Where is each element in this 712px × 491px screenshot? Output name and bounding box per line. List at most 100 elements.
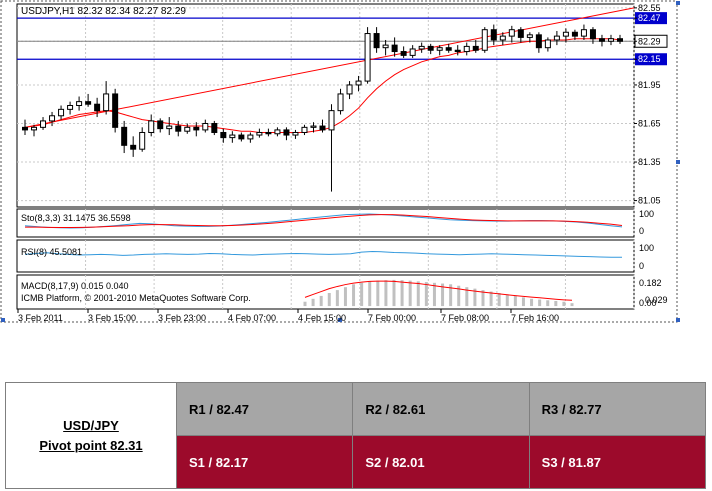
candle-body: [346, 84, 353, 95]
candle-body: [238, 134, 245, 140]
candle-body: [418, 45, 425, 50]
instrument-name: USD/JPY: [63, 417, 119, 433]
time-tick-label: 3 Feb 23:00: [158, 313, 206, 323]
candle-body: [607, 38, 614, 42]
candle-body: [355, 80, 362, 86]
stoch-tick-bottom: 0: [639, 226, 644, 236]
candle-body: [373, 33, 380, 49]
resize-handle[interactable]: [676, 160, 680, 164]
candle-body: [589, 29, 596, 40]
candle-body: [544, 39, 551, 49]
stoch-signal-line: [25, 214, 623, 229]
stoch-tick-top: 100: [639, 209, 654, 219]
resize-handle[interactable]: [676, 1, 680, 5]
candle-body: [454, 49, 461, 53]
candle-body: [562, 31, 569, 37]
s1-cell: S1 / 82.17: [175, 435, 354, 489]
candle-body: [490, 29, 497, 41]
candle-body: [445, 47, 452, 51]
candle-body: [553, 35, 560, 41]
candle-body: [85, 101, 92, 105]
candle-body: [535, 34, 542, 49]
candle-body: [409, 48, 416, 56]
time-tick-label: 4 Feb 15:00: [298, 313, 346, 323]
candle-body: [617, 38, 623, 42]
time-axis: 3 Feb 2011 3 Feb 15:00 3 Feb 23:00 4 Feb 07…: [17, 309, 559, 323]
instrument-cell: USD/JPY Pivot point 82.31: [5, 382, 177, 489]
macd-tick-mid: 0.029: [645, 295, 668, 305]
chart-canvas: USDJPY,H1 82.32 82.34 82.27 82.29 82.558…: [0, 0, 680, 323]
candle-body: [211, 122, 218, 133]
candle-body: [436, 47, 443, 51]
candle-body: [274, 129, 281, 135]
candle-body: [157, 120, 164, 130]
candle-body: [526, 34, 533, 38]
candle-body: [220, 131, 227, 139]
candle-body: [337, 93, 344, 112]
macd-grid: [85, 275, 635, 309]
macd-signal-line: [304, 280, 573, 301]
rsi-grid: [85, 240, 635, 272]
r2-cell: R2 / 82.61: [352, 382, 530, 436]
r3-cell: R3 / 82.77: [528, 382, 707, 436]
rsi-label: RSI(8) 45.5081: [21, 247, 82, 257]
candle-body: [67, 105, 74, 110]
forex-chart: USDJPY,H1 82.32 82.34 82.27 82.29 82.55 8…: [0, 0, 680, 323]
macd-histogram: [303, 279, 574, 307]
candle-body: [112, 93, 119, 128]
price-tag: [635, 53, 667, 66]
candle-body: [22, 126, 28, 131]
candle-body: [193, 126, 200, 131]
support-row: S1 / 82.17 S2 / 82.01 S3 / 81.87: [6, 435, 707, 489]
price-tick-label: 82.55: [638, 3, 661, 13]
candle-body: [40, 120, 47, 128]
candle-body: [166, 125, 173, 130]
candle-body: [508, 29, 515, 37]
resize-handle[interactable]: [1, 318, 5, 322]
candle-body: [139, 131, 146, 150]
candle-body: [247, 134, 254, 140]
time-tick-label: 3 Feb 2011: [18, 313, 63, 323]
price-tick-label: 82.29: [638, 36, 661, 46]
candle-body: [31, 126, 38, 131]
rsi-tick-top: 100: [639, 243, 654, 253]
macd-tick-top: 0.182: [639, 278, 662, 288]
candle-body: [184, 126, 191, 132]
price-tick-label: 82.47: [638, 13, 661, 23]
pivot-table: USD/JPY Pivot point 82.31 R1 / 82.47 R2 …: [5, 382, 707, 489]
chart-frame: [0, 0, 678, 323]
candle-body: [517, 29, 524, 38]
resize-handle[interactable]: [338, 318, 342, 322]
s2-cell: S2 / 82.01: [352, 435, 530, 489]
candle-body: [598, 38, 605, 42]
price-tick-label: 81.65: [638, 118, 661, 128]
candles: [22, 24, 623, 192]
r1-cell: R1 / 82.47: [175, 382, 354, 436]
resistance-row: USD/JPY Pivot point 82.31 R1 / 82.47 R2 …: [5, 382, 707, 489]
candle-body: [229, 134, 236, 139]
chart-header: USDJPY,H1 82.32 82.34 82.27 82.29: [21, 6, 186, 17]
candle-body: [571, 31, 578, 37]
resize-handle[interactable]: [676, 318, 680, 322]
price-tick-label: 81.05: [638, 196, 661, 206]
candle-body: [148, 120, 155, 133]
candle-body: [580, 29, 587, 37]
s3-cell: S3 / 81.87: [528, 435, 707, 489]
stoch-label: Sto(8,3,3) 31.1475 36.5598: [21, 213, 131, 223]
candle-body: [283, 129, 290, 136]
candle-body: [400, 51, 407, 56]
price-tag: [635, 12, 667, 25]
rsi-tick-bottom: 0: [639, 261, 644, 271]
candle-body: [310, 125, 317, 128]
candle-body: [481, 29, 488, 51]
stoch-grid: [85, 209, 635, 237]
candle-body: [427, 45, 434, 51]
candle-body: [391, 44, 398, 53]
candle-body: [103, 93, 110, 112]
candle-body: [58, 108, 65, 117]
candle-body: [499, 35, 506, 41]
candle-body: [265, 131, 272, 135]
candle-body: [76, 101, 83, 106]
candle-body: [121, 126, 128, 146]
